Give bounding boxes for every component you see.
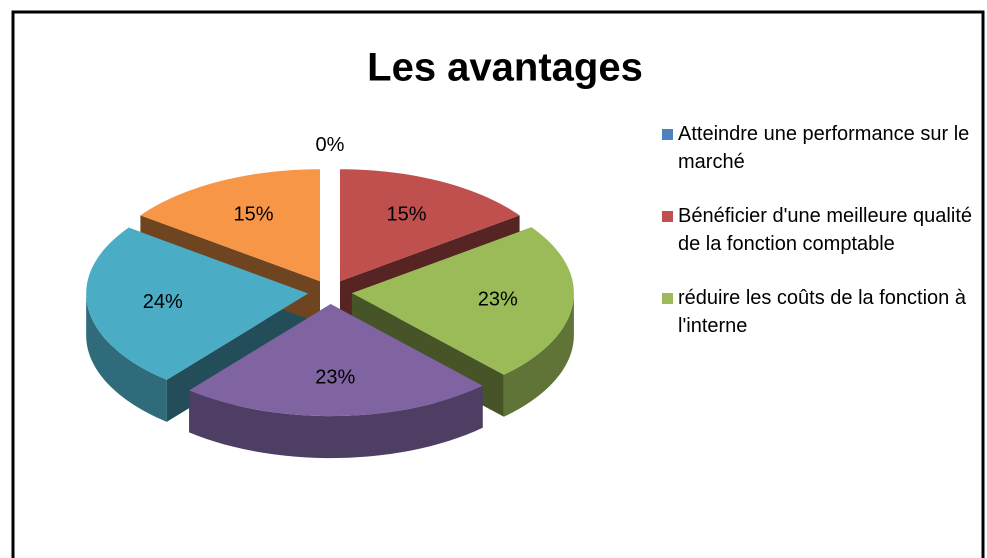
data-label: 23% [478, 288, 518, 310]
legend-label: réduire les coûts de la fonction à l'int… [678, 287, 966, 337]
data-label: 24% [143, 291, 183, 313]
data-label: 0% [316, 134, 345, 156]
slice [351, 227, 574, 375]
legend-swatch [662, 293, 673, 304]
slice [86, 227, 309, 380]
slice-wall [189, 385, 483, 459]
slice [189, 304, 483, 417]
slice [140, 169, 321, 282]
legend-entry: Atteindre une performance sur le marché [662, 120, 980, 176]
slice-wall [86, 293, 167, 422]
legend-swatch [662, 211, 673, 222]
chart-title: Les avantages [367, 46, 643, 90]
data-label: 15% [233, 204, 273, 226]
slice [339, 169, 520, 282]
legend: Atteindre une performance sur le marché B… [662, 120, 980, 366]
legend-entry: Bénéficier d'une meilleure qualité de la… [662, 202, 980, 258]
data-label: 15% [386, 204, 426, 226]
slice-wall [503, 293, 574, 417]
legend-swatch [662, 129, 673, 140]
legend-label: Bénéficier d'une meilleure qualité de la… [678, 205, 972, 255]
legend-label: Atteindre une performance sur le marché [678, 123, 970, 173]
legend-entry: réduire les coûts de la fonction à l'int… [662, 284, 980, 340]
data-label: 23% [315, 366, 355, 388]
